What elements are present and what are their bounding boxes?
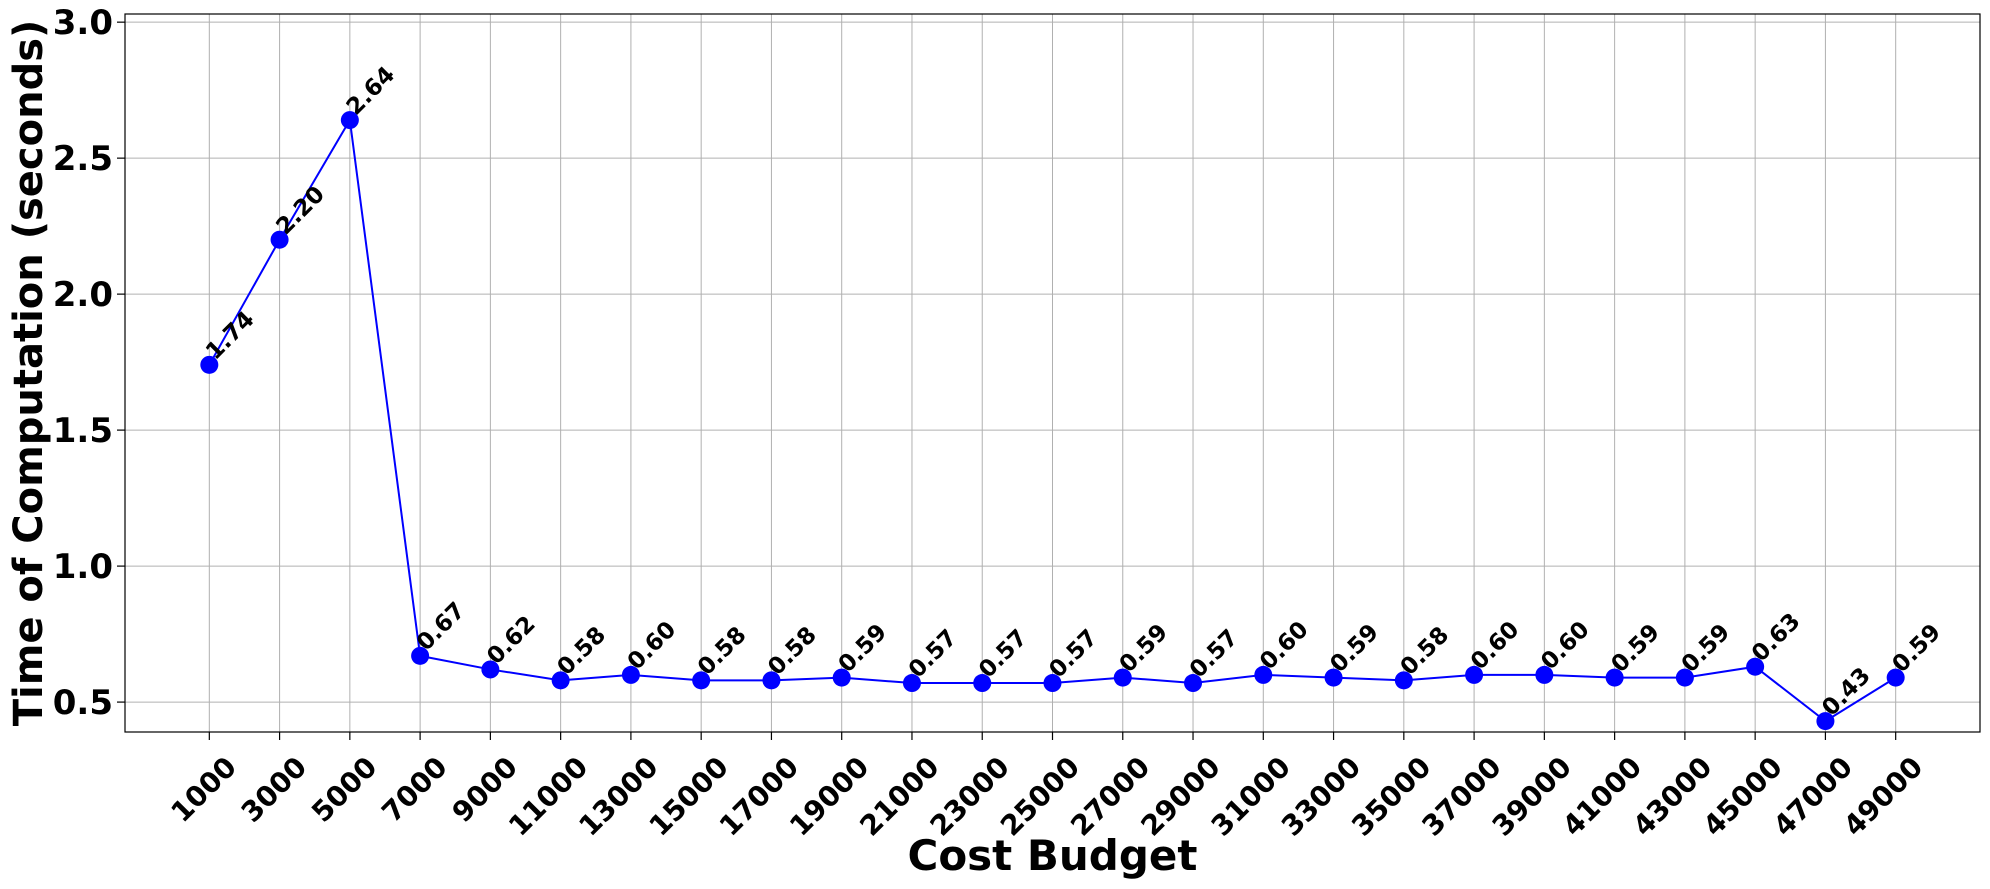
data-point [1675, 668, 1694, 687]
data-label: 1.74 [201, 307, 260, 366]
data-point [692, 671, 711, 690]
data-point [1324, 668, 1343, 687]
data-point [270, 230, 289, 249]
x-tick-label: 7000 [375, 750, 453, 828]
data-point [411, 646, 430, 665]
x-tick-label: 5000 [305, 750, 383, 828]
y-tick-label: 1.5 [53, 411, 113, 451]
data-label: 0.58 [1396, 622, 1455, 681]
data-label: 0.57 [904, 625, 963, 684]
data-point [832, 668, 851, 687]
data-label: 2.64 [342, 62, 401, 121]
y-tick-label: 2.0 [53, 275, 113, 315]
data-label: 0.59 [834, 619, 893, 678]
data-label: 2.20 [271, 181, 330, 240]
data-point [551, 671, 570, 690]
data-label: 0.57 [974, 625, 1033, 684]
data-label: 0.60 [1255, 617, 1314, 676]
data-label: 0.58 [763, 622, 822, 681]
data-point [1746, 657, 1765, 676]
data-point [1113, 668, 1132, 687]
data-point [1886, 668, 1905, 687]
data-label: 0.57 [1044, 625, 1103, 684]
data-points [200, 111, 1905, 731]
x-axis-ticks: 1000300050007000900011000130001500017000… [165, 732, 1929, 843]
data-label: 0.59 [1606, 619, 1665, 678]
grid-lines [125, 14, 1980, 732]
data-label: 0.59 [1325, 619, 1384, 678]
x-axis-title: Cost Budget [908, 831, 1198, 880]
data-label: 0.43 [1817, 663, 1876, 722]
x-tick-label: 3000 [235, 750, 313, 828]
y-axis-ticks: 0.5 1.0 1.5 2.0 2.5 3.0 [53, 3, 125, 723]
data-point [1535, 665, 1554, 684]
data-point [973, 674, 992, 693]
data-label: 0.62 [482, 611, 541, 670]
y-tick-label: 2.5 [53, 139, 113, 179]
data-point [200, 355, 219, 374]
data-point [1465, 665, 1484, 684]
data-point [1394, 671, 1413, 690]
y-tick-label: 1.0 [53, 547, 113, 587]
data-label: 0.59 [1888, 619, 1947, 678]
data-label: 0.63 [1747, 608, 1806, 667]
data-label: 0.58 [553, 622, 612, 681]
data-label: 0.60 [1466, 617, 1525, 676]
data-label: 0.67 [412, 598, 471, 657]
data-point [902, 674, 921, 693]
data-label: 0.59 [1677, 619, 1736, 678]
data-label: 0.60 [623, 617, 682, 676]
data-point [481, 660, 500, 679]
data-label: 0.59 [1115, 619, 1174, 678]
data-point [1605, 668, 1624, 687]
y-tick-label: 3.0 [53, 3, 113, 43]
x-tick-label: 1000 [165, 750, 243, 828]
data-point [1043, 674, 1062, 693]
data-label: 0.58 [693, 622, 752, 681]
data-point [762, 671, 781, 690]
data-label: 0.57 [1185, 625, 1244, 684]
data-point [1184, 674, 1203, 693]
y-tick-label: 0.5 [53, 683, 113, 723]
data-point [1816, 712, 1835, 731]
y-axis-title: Time of Computation (seconds) [6, 20, 52, 727]
data-point [621, 665, 640, 684]
data-label: 0.60 [1536, 617, 1595, 676]
data-point [1254, 665, 1273, 684]
data-labels: 1.742.202.640.67 0.62 0.58 0.60 0.58 0.58 0.59… [201, 62, 1946, 722]
data-point [340, 111, 359, 130]
x-tick-label: 49000 [1837, 750, 1929, 842]
